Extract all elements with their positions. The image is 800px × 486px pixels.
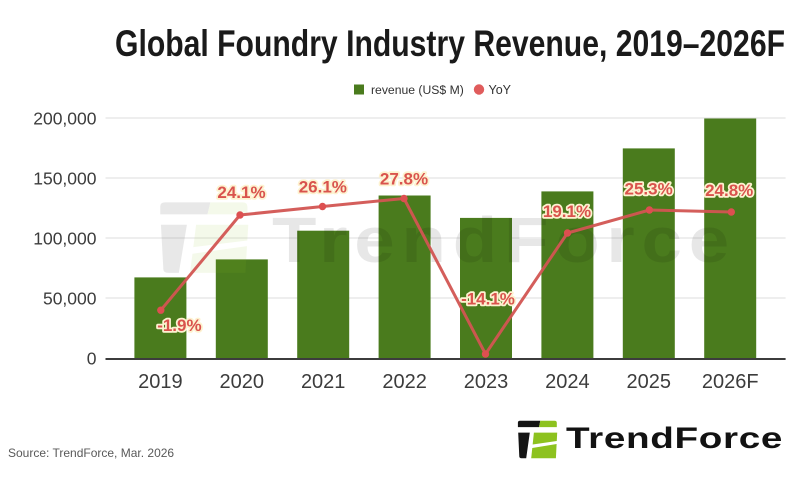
svg-text:19.1%: 19.1% <box>543 202 591 221</box>
svg-text:-14.1%: -14.1% <box>461 290 515 309</box>
svg-text:2021: 2021 <box>301 371 346 393</box>
svg-text:Global Foundry Industry Revenu: Global Foundry Industry Revenue, 2019–20… <box>115 23 785 64</box>
svg-text:revenue (US$ M): revenue (US$ M) <box>371 83 464 97</box>
svg-text:-1.9%: -1.9% <box>157 316 201 335</box>
svg-text:2020: 2020 <box>220 371 265 393</box>
svg-text:24.1%: 24.1% <box>217 183 265 202</box>
svg-text:2019: 2019 <box>138 371 183 393</box>
svg-text:TrendForce: TrendForce <box>566 422 783 455</box>
svg-text:100,000: 100,000 <box>33 229 97 249</box>
svg-text:2024: 2024 <box>545 371 590 393</box>
svg-text:25.3%: 25.3% <box>624 180 672 199</box>
svg-text:Source: TrendForce, Mar. 2026: Source: TrendForce, Mar. 2026 <box>8 446 174 460</box>
svg-text:YoY: YoY <box>489 83 512 97</box>
svg-text:24.8%: 24.8% <box>705 181 753 200</box>
svg-text:2026F: 2026F <box>702 371 759 393</box>
svg-text:2023: 2023 <box>464 371 509 393</box>
svg-text:TrendForce: TrendForce <box>272 204 736 276</box>
svg-text:150,000: 150,000 <box>33 169 97 189</box>
svg-text:26.1%: 26.1% <box>299 178 347 197</box>
svg-text:27.8%: 27.8% <box>380 170 428 189</box>
svg-text:50,000: 50,000 <box>43 289 97 309</box>
svg-text:2022: 2022 <box>382 371 427 393</box>
svg-text:200,000: 200,000 <box>33 109 97 129</box>
svg-text:2025: 2025 <box>627 371 672 393</box>
svg-text:0: 0 <box>87 349 97 369</box>
